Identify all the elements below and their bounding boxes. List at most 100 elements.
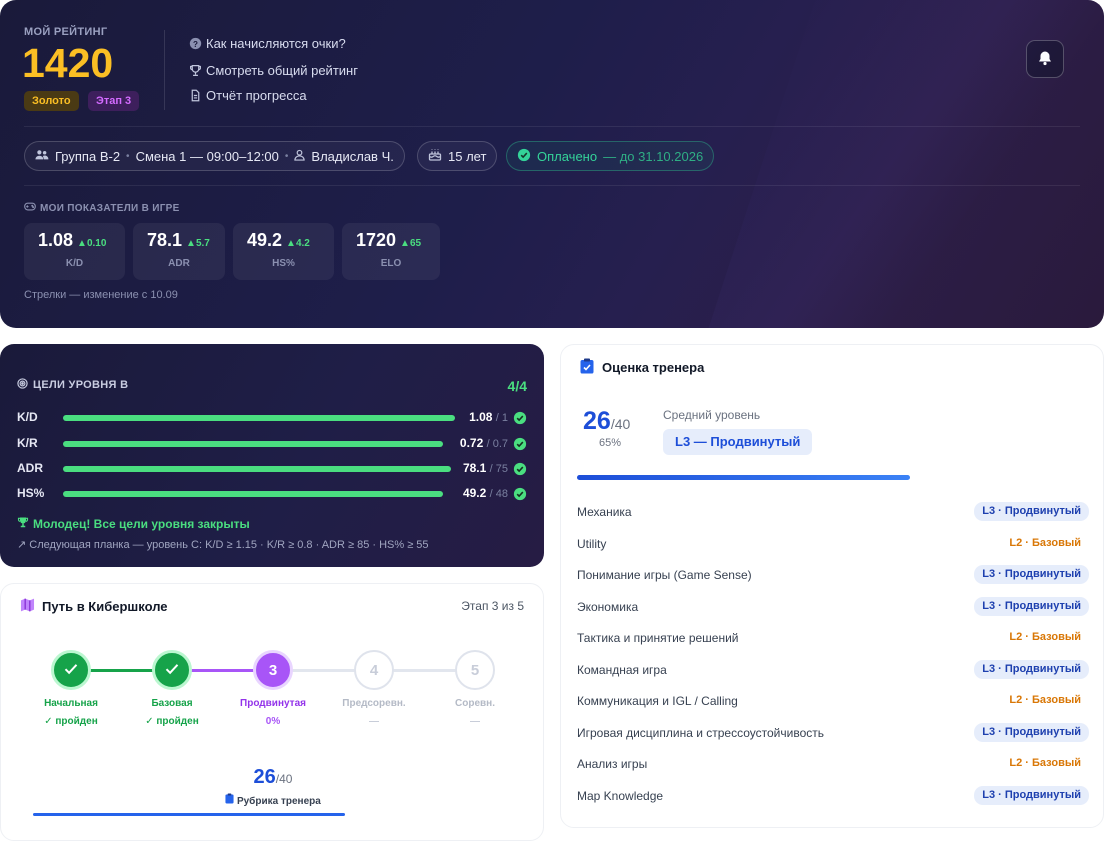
metric-hs-card: 49.2 ▲4.2 HS% bbox=[233, 223, 334, 280]
skill-level-badge: L3 · Продвинутый bbox=[974, 785, 1089, 805]
skill-name: Экономика bbox=[577, 599, 639, 614]
metric-name: ADR bbox=[168, 258, 190, 269]
age-pill: 15 лет bbox=[417, 141, 498, 171]
coach-user-icon bbox=[294, 149, 306, 164]
path-step-label: Базовая bbox=[151, 698, 193, 709]
rating-label: МОЙ РЕЙТИНГ bbox=[24, 26, 108, 38]
goal-row: HS% 49.2 / 48 bbox=[17, 486, 529, 502]
path-step-3: 3 bbox=[253, 650, 293, 690]
gamepad-icon bbox=[24, 202, 36, 214]
metric-delta: ▲4.2 bbox=[286, 238, 310, 249]
progress-report-link[interactable]: Отчёт прогресса bbox=[189, 88, 307, 103]
age-value: 15 лет bbox=[448, 148, 487, 164]
level-goals-card: ЦЕЛИ УРОВНЯ B 4/4 K/D 1.08 / 1 K/R 0.72 / 0… bbox=[0, 344, 544, 567]
goal-row: K/D 1.08 / 1 bbox=[17, 410, 529, 426]
divider bbox=[24, 185, 1080, 186]
metric-value: 78.1 bbox=[147, 230, 183, 250]
skill-name: Тактика и принятие решений bbox=[577, 631, 739, 645]
skill-row: Коммуникация и IGL / Calling L2 · Базовый bbox=[577, 691, 1089, 711]
skill-name: Utility bbox=[577, 536, 607, 551]
divider bbox=[164, 30, 165, 110]
path-step-status: — bbox=[369, 716, 379, 727]
how-points-link[interactable]: ? Как начисляются очки? bbox=[189, 36, 346, 51]
check-circle-icon bbox=[517, 148, 531, 165]
metrics-section-label: МОИ ПОКАЗАТЕЛИ В ИГРЕ bbox=[24, 202, 180, 214]
bell-icon bbox=[1037, 50, 1053, 69]
coach-title: Оценка тренера bbox=[580, 358, 704, 377]
group-info-pill: Группа В-2 • Смена 1 — 09:00–12:00 • Вла… bbox=[24, 141, 405, 171]
trophy-icon bbox=[17, 516, 29, 531]
step-number: 5 bbox=[470, 661, 480, 679]
coach-score-percent: 65% bbox=[599, 437, 622, 449]
svg-text:?: ? bbox=[193, 40, 198, 49]
skill-level-badge: L3 · Продвинутый bbox=[974, 722, 1089, 742]
skill-row: Анализ игры L2 · Базовый bbox=[577, 754, 1089, 774]
metric-delta: ▲65 bbox=[400, 238, 422, 249]
stage-badge: Этап 3 bbox=[88, 91, 140, 111]
path-step-2 bbox=[152, 650, 192, 690]
metric-adr-card: 78.1 ▲5.7 ADR bbox=[133, 223, 225, 280]
overall-rating-link[interactable]: Смотреть общий рейтинг bbox=[189, 63, 358, 78]
group-name: Группа В-2 bbox=[55, 148, 121, 164]
path-stage-counter: Этап 3 из 5 bbox=[461, 599, 524, 613]
goal-row: ADR 78.1 / 75 bbox=[17, 461, 529, 477]
path-step-status: — bbox=[470, 716, 480, 727]
skill-level-badge: L3 · Продвинутый bbox=[974, 502, 1089, 521]
check-circle-icon bbox=[513, 487, 527, 501]
skill-level-badge: L3 · Продвинутый bbox=[974, 659, 1089, 679]
skill-row: Тактика и принятие решений L2 · Базовый bbox=[577, 628, 1089, 648]
coach-name: Владислав Ч. bbox=[311, 148, 394, 164]
skill-level-badge: L3 · Продвинутый bbox=[974, 596, 1089, 616]
overall-rating-label: Смотреть общий рейтинг bbox=[206, 63, 358, 78]
check-circle-icon bbox=[513, 462, 527, 476]
path-step-label: Начальная bbox=[44, 698, 98, 709]
metrics-note: Стрелки — изменение с 10.09 bbox=[24, 289, 178, 301]
metric-name: K/D bbox=[65, 258, 84, 269]
skill-level-badge: L2 · Базовый bbox=[1009, 536, 1081, 549]
skill-row: Map Knowledge L3 · Продвинутый bbox=[577, 785, 1089, 806]
group-icon bbox=[35, 149, 49, 164]
notifications-button[interactable] bbox=[1026, 40, 1064, 78]
goal-progress-bar bbox=[63, 491, 443, 497]
skill-level-badge: L3 · Продвинутый bbox=[974, 565, 1089, 584]
league-badge: Золото bbox=[24, 91, 79, 111]
goal-name: HS% bbox=[17, 486, 45, 500]
payment-status-pill: Оплачено — до 31.10.2026 bbox=[506, 141, 715, 171]
goal-progress-bar bbox=[63, 466, 451, 472]
goals-title: ЦЕЛИ УРОВНЯ B bbox=[17, 378, 128, 392]
map-icon bbox=[20, 598, 35, 615]
trophy-icon bbox=[189, 64, 202, 77]
goal-row: K/R 0.72 / 0.7 bbox=[17, 436, 529, 452]
skill-name: Коммуникация и IGL / Calling bbox=[577, 694, 738, 708]
check-icon bbox=[165, 662, 179, 679]
skill-level-badge: L2 · Базовый bbox=[1009, 631, 1081, 643]
metric-elo-card: 1720 ▲65 ELO bbox=[342, 223, 440, 280]
skill-level-badge: L2 · Базовый bbox=[1009, 694, 1081, 706]
path-step-label: Продвинутая bbox=[240, 698, 306, 709]
path-step-status: 0% bbox=[265, 716, 281, 727]
question-circle-icon: ? bbox=[189, 37, 202, 50]
goals-count: 4/4 bbox=[507, 378, 527, 394]
clipboard-icon bbox=[225, 793, 237, 807]
shift-time: Смена 1 — 09:00–12:00 bbox=[135, 148, 279, 164]
skill-row: Командная игра L3 · Продвинутый bbox=[577, 659, 1089, 680]
metric-delta: ▲0.10 bbox=[77, 238, 107, 249]
payment-status: Оплачено bbox=[537, 148, 598, 164]
skill-name: Map Knowledge bbox=[577, 788, 664, 803]
step-number: 4 bbox=[369, 661, 379, 679]
metric-value: 49.2 bbox=[247, 230, 283, 250]
arrow-up-right-icon: ↗ bbox=[17, 539, 27, 551]
path-step-status: ✓ пройден bbox=[145, 716, 199, 727]
path-step-5: 5 bbox=[455, 650, 495, 690]
step-number: 3 bbox=[268, 661, 278, 679]
coach-level-label: Средний уровень bbox=[663, 408, 761, 422]
goal-value: 1.08 / 1 bbox=[469, 410, 508, 424]
path-step-label: Соревн. bbox=[455, 698, 495, 709]
divider bbox=[24, 126, 1080, 127]
path-step-1 bbox=[51, 650, 91, 690]
metric-name: HS% bbox=[272, 258, 295, 269]
progress-report-label: Отчёт прогресса bbox=[206, 88, 307, 103]
next-level-requirements: ↗ Следующая планка — уровень C: K/D ≥ 1.… bbox=[17, 539, 429, 551]
skill-row: Utility L2 · Базовый bbox=[577, 534, 1089, 554]
school-path-card: Путь в Кибершколе Этап 3 из 5 Начальная ✓… bbox=[0, 583, 544, 841]
